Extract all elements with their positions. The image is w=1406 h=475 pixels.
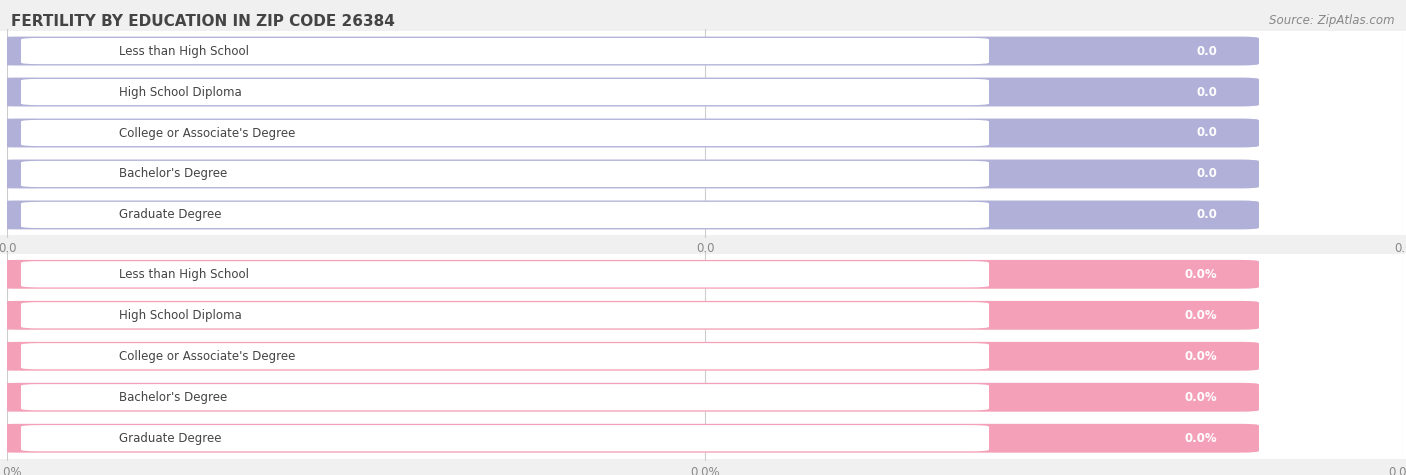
FancyBboxPatch shape — [0, 424, 1258, 453]
FancyBboxPatch shape — [0, 295, 1406, 336]
FancyBboxPatch shape — [0, 37, 1258, 66]
FancyBboxPatch shape — [0, 160, 1258, 188]
FancyBboxPatch shape — [0, 160, 1258, 188]
Text: 0.0: 0.0 — [1197, 168, 1218, 180]
FancyBboxPatch shape — [0, 30, 1406, 72]
FancyBboxPatch shape — [0, 383, 1258, 411]
Text: FERTILITY BY EDUCATION IN ZIP CODE 26384: FERTILITY BY EDUCATION IN ZIP CODE 26384 — [11, 14, 395, 29]
FancyBboxPatch shape — [21, 425, 988, 451]
Text: 0.0: 0.0 — [1197, 86, 1218, 98]
FancyBboxPatch shape — [21, 79, 988, 105]
Text: 0.0%: 0.0% — [1184, 268, 1218, 281]
FancyBboxPatch shape — [0, 424, 1258, 453]
FancyBboxPatch shape — [0, 200, 1258, 229]
Text: Less than High School: Less than High School — [118, 45, 249, 57]
FancyBboxPatch shape — [21, 161, 988, 187]
FancyBboxPatch shape — [0, 336, 1406, 377]
Text: Graduate Degree: Graduate Degree — [118, 432, 221, 445]
FancyBboxPatch shape — [0, 37, 1258, 66]
FancyBboxPatch shape — [0, 194, 1406, 236]
FancyBboxPatch shape — [0, 301, 1258, 330]
Text: Source: ZipAtlas.com: Source: ZipAtlas.com — [1270, 14, 1395, 27]
FancyBboxPatch shape — [21, 38, 988, 64]
Text: Less than High School: Less than High School — [118, 268, 249, 281]
Text: 0.0%: 0.0% — [1184, 391, 1218, 404]
FancyBboxPatch shape — [0, 260, 1258, 289]
FancyBboxPatch shape — [21, 302, 988, 328]
FancyBboxPatch shape — [0, 78, 1258, 106]
FancyBboxPatch shape — [0, 78, 1258, 106]
Text: College or Associate's Degree: College or Associate's Degree — [118, 350, 295, 363]
Text: Bachelor's Degree: Bachelor's Degree — [118, 391, 226, 404]
Text: High School Diploma: High School Diploma — [118, 86, 242, 98]
FancyBboxPatch shape — [0, 377, 1406, 418]
FancyBboxPatch shape — [0, 342, 1258, 370]
FancyBboxPatch shape — [0, 119, 1258, 147]
FancyBboxPatch shape — [21, 384, 988, 410]
FancyBboxPatch shape — [0, 418, 1406, 459]
Text: 0.0%: 0.0% — [1184, 432, 1218, 445]
FancyBboxPatch shape — [21, 261, 988, 287]
FancyBboxPatch shape — [0, 383, 1258, 411]
FancyBboxPatch shape — [0, 342, 1258, 370]
FancyBboxPatch shape — [0, 301, 1258, 330]
FancyBboxPatch shape — [0, 254, 1406, 295]
FancyBboxPatch shape — [0, 119, 1258, 147]
Text: 0.0%: 0.0% — [1184, 309, 1218, 322]
FancyBboxPatch shape — [0, 113, 1406, 153]
FancyBboxPatch shape — [0, 72, 1406, 113]
FancyBboxPatch shape — [0, 260, 1258, 289]
Text: 0.0: 0.0 — [1197, 126, 1218, 140]
Text: College or Associate's Degree: College or Associate's Degree — [118, 126, 295, 140]
Text: High School Diploma: High School Diploma — [118, 309, 242, 322]
FancyBboxPatch shape — [21, 202, 988, 228]
Text: Graduate Degree: Graduate Degree — [118, 209, 221, 221]
Text: 0.0: 0.0 — [1197, 209, 1218, 221]
FancyBboxPatch shape — [0, 200, 1258, 229]
Text: 0.0%: 0.0% — [1184, 350, 1218, 363]
Text: Bachelor's Degree: Bachelor's Degree — [118, 168, 226, 180]
FancyBboxPatch shape — [21, 343, 988, 370]
FancyBboxPatch shape — [0, 153, 1406, 194]
Text: 0.0: 0.0 — [1197, 45, 1218, 57]
FancyBboxPatch shape — [21, 120, 988, 146]
